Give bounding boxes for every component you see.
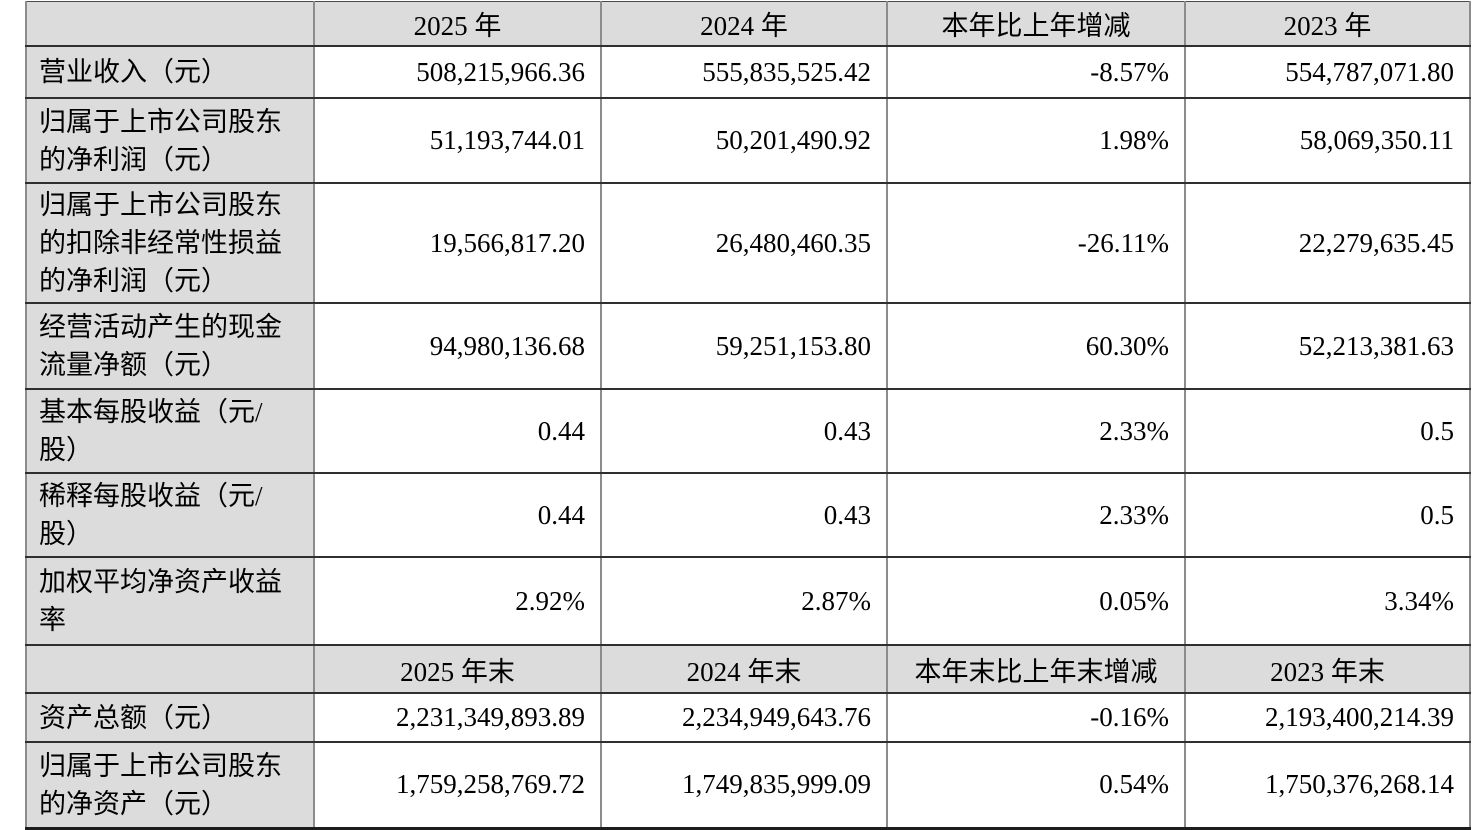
header-cell-2025: 2025 年 — [313, 1, 602, 47]
value-cell: 2,231,349,893.89 — [313, 692, 602, 743]
value-cell: 0.44 — [313, 388, 602, 474]
value-cell: 0.5 — [1184, 388, 1471, 474]
row-label: 稀释每股收益（元/ 股） — [25, 472, 315, 558]
value-cell: 0.43 — [600, 472, 888, 558]
header-cell-yoy-end-change: 本年末比上年末增减 — [886, 644, 1186, 694]
value-cell: -0.16% — [886, 692, 1186, 743]
value-cell: 0.44 — [313, 472, 602, 558]
value-cell: 0.43 — [600, 388, 888, 474]
header-cell-yoy-change: 本年比上年增减 — [886, 1, 1186, 47]
row-label: 归属于上市公司股东 的扣除非经常性损益 的净利润（元） — [25, 182, 315, 304]
value-cell: 1.98% — [886, 97, 1186, 184]
table-row-net-assets: 归属于上市公司股东 的净资产（元） 1,759,258,769.72 1,749… — [25, 741, 1471, 830]
value-cell: 19,566,817.20 — [313, 182, 602, 304]
value-cell: 2.33% — [886, 472, 1186, 558]
table-row-revenue: 营业收入（元） 508,215,966.36 555,835,525.42 -8… — [25, 45, 1471, 99]
value-cell: 60.30% — [886, 302, 1186, 390]
row-label: 加权平均净资产收益 率 — [25, 556, 315, 646]
value-cell: -8.57% — [886, 45, 1186, 99]
financial-summary-table: 2025 年 2024 年 本年比上年增减 2023 年 营业收入（元） 508… — [25, 1, 1471, 830]
value-cell: 51,193,744.01 — [313, 97, 602, 184]
value-cell: 2.87% — [600, 556, 888, 646]
value-cell: 22,279,635.45 — [1184, 182, 1471, 304]
table-row-operating-cash-flow: 经营活动产生的现金 流量净额（元） 94,980,136.68 59,251,1… — [25, 302, 1471, 390]
value-cell: 555,835,525.42 — [600, 45, 888, 99]
table-header-row-annual: 2025 年 2024 年 本年比上年增减 2023 年 — [25, 1, 1471, 47]
value-cell: 2.92% — [313, 556, 602, 646]
table-row-total-assets: 资产总额（元） 2,231,349,893.89 2,234,949,643.7… — [25, 692, 1471, 743]
value-cell: 2.33% — [886, 388, 1186, 474]
table-row-basic-eps: 基本每股收益（元/ 股） 0.44 0.43 2.33% 0.5 — [25, 388, 1471, 474]
value-cell: 1,750,376,268.14 — [1184, 741, 1471, 830]
header-cell-2024-end: 2024 年末 — [600, 644, 888, 694]
value-cell: 1,749,835,999.09 — [600, 741, 888, 830]
value-cell: -26.11% — [886, 182, 1186, 304]
value-cell: 554,787,071.80 — [1184, 45, 1471, 99]
row-label: 营业收入（元） — [25, 45, 315, 99]
row-label: 资产总额（元） — [25, 692, 315, 743]
value-cell: 2,234,949,643.76 — [600, 692, 888, 743]
table-row-weighted-avg-roe: 加权平均净资产收益 率 2.92% 2.87% 0.05% 3.34% — [25, 556, 1471, 646]
value-cell: 508,215,966.36 — [313, 45, 602, 99]
header-cell-2025-end: 2025 年末 — [313, 644, 602, 694]
table-row-net-profit: 归属于上市公司股东 的净利润（元） 51,193,744.01 50,201,4… — [25, 97, 1471, 184]
header-cell-2023-end: 2023 年末 — [1184, 644, 1471, 694]
row-label: 经营活动产生的现金 流量净额（元） — [25, 302, 315, 390]
value-cell: 58,069,350.11 — [1184, 97, 1471, 184]
value-cell: 3.34% — [1184, 556, 1471, 646]
value-cell: 50,201,490.92 — [600, 97, 888, 184]
table-row-net-profit-deducted: 归属于上市公司股东 的扣除非经常性损益 的净利润（元） 19,566,817.2… — [25, 182, 1471, 304]
header-cell-2023: 2023 年 — [1184, 1, 1471, 47]
value-cell: 1,759,258,769.72 — [313, 741, 602, 830]
row-label: 归属于上市公司股东 的净资产（元） — [25, 741, 315, 830]
header-cell-2024: 2024 年 — [600, 1, 888, 47]
value-cell: 26,480,460.35 — [600, 182, 888, 304]
header-cell-blank — [25, 644, 315, 694]
value-cell: 59,251,153.80 — [600, 302, 888, 390]
table-header-row-year-end: 2025 年末 2024 年末 本年末比上年末增减 2023 年末 — [25, 644, 1471, 694]
table-row-diluted-eps: 稀释每股收益（元/ 股） 0.44 0.43 2.33% 0.5 — [25, 472, 1471, 558]
value-cell: 0.05% — [886, 556, 1186, 646]
value-cell: 94,980,136.68 — [313, 302, 602, 390]
value-cell: 2,193,400,214.39 — [1184, 692, 1471, 743]
value-cell: 0.5 — [1184, 472, 1471, 558]
value-cell: 52,213,381.63 — [1184, 302, 1471, 390]
row-label: 归属于上市公司股东 的净利润（元） — [25, 97, 315, 184]
value-cell: 0.54% — [886, 741, 1186, 830]
row-label: 基本每股收益（元/ 股） — [25, 388, 315, 474]
header-cell-blank — [25, 1, 315, 47]
